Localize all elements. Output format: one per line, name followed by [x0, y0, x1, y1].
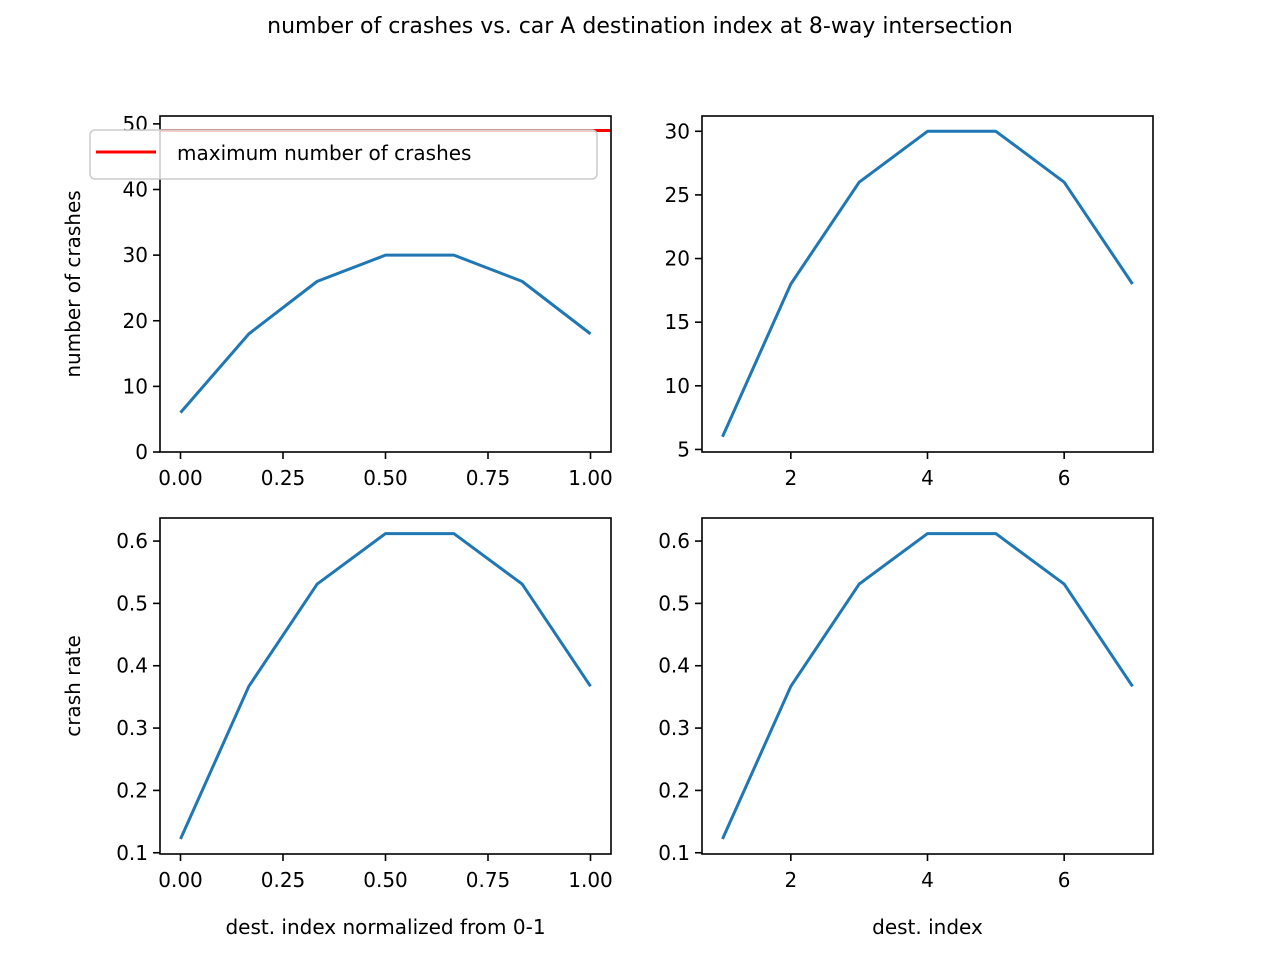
y-tick-label: 30 — [123, 243, 148, 267]
y-axis-label: number of crashes — [61, 190, 85, 377]
x-tick-label: 2 — [784, 466, 797, 490]
y-tick-label: 10 — [665, 374, 690, 398]
x-tick-label: 0.25 — [261, 868, 306, 892]
y-tick-label: 10 — [123, 374, 148, 398]
legend-label: maximum number of crashes — [177, 141, 471, 165]
y-tick-label: 0.3 — [116, 716, 148, 740]
y-tick-label: 0.4 — [116, 654, 148, 678]
x-axis-label: dest. index normalized from 0-1 — [225, 915, 545, 939]
y-tick-label: 0.2 — [658, 778, 690, 802]
y-tick-label: 0.5 — [658, 591, 690, 615]
subplot-top-right: 5 10 15 20 25 30 2 4 6 — [665, 115, 1154, 490]
y-tick-label: 15 — [665, 310, 690, 334]
y-tick-label: 0.6 — [658, 529, 690, 553]
y-tick-label: 40 — [123, 178, 148, 202]
x-tick-label: 4 — [921, 466, 934, 490]
y-tick-label: 0.2 — [116, 778, 148, 802]
x-tick-label: 0.75 — [466, 466, 511, 490]
axes-frame — [701, 115, 1154, 453]
legend-box — [89, 129, 598, 180]
y-tick-label: 20 — [665, 247, 690, 271]
axes-frame — [159, 517, 612, 855]
subplot-bottom-left: 0.1 0.2 0.3 0.4 0.5 0.6 0.00 0.25 0.50 0.75 1.00 de… — [61, 517, 613, 939]
x-tick-label: 6 — [1058, 466, 1071, 490]
x-tick-label: 0.25 — [261, 466, 306, 490]
y-tick-label: 30 — [665, 119, 690, 143]
x-tick-label: 0.50 — [363, 466, 408, 490]
x-axis-label: dest. index — [872, 915, 983, 939]
series-line — [179, 253, 592, 414]
x-tick-label: 0.00 — [158, 466, 203, 490]
x-tick-label: 4 — [921, 868, 934, 892]
x-tick-label: 2 — [784, 868, 797, 892]
series-line — [721, 129, 1134, 438]
y-tick-label: 0.6 — [116, 529, 148, 553]
subplot-bottom-right: 0.1 0.2 0.3 0.4 0.5 0.6 2 4 6 dest. index — [658, 517, 1154, 939]
y-tick-label: 0.5 — [116, 591, 148, 615]
y-tick-label: 5 — [677, 437, 690, 461]
y-tick-label: 0.3 — [658, 716, 690, 740]
series-line — [721, 532, 1134, 840]
y-axis-label: crash rate — [61, 635, 85, 737]
figure-title: number of crashes vs. car A destination … — [267, 14, 1013, 39]
y-tick-label: 0.4 — [658, 654, 690, 678]
x-tick-label: 1.00 — [568, 868, 613, 892]
x-tick-label: 0.00 — [158, 868, 203, 892]
y-tick-label: 20 — [123, 309, 148, 333]
x-tick-label: 6 — [1058, 868, 1071, 892]
legend: maximum number of crashes — [89, 129, 598, 180]
series-line — [179, 532, 592, 840]
x-tick-label: 1.00 — [568, 466, 613, 490]
y-tick-label: 0 — [135, 440, 148, 464]
x-tick-label: 0.50 — [363, 868, 408, 892]
y-tick-label: 25 — [665, 183, 690, 207]
y-tick-label: 0.1 — [116, 841, 148, 865]
x-tick-label: 0.75 — [466, 868, 511, 892]
axes-frame — [701, 517, 1154, 855]
y-tick-label: 0.1 — [658, 841, 690, 865]
